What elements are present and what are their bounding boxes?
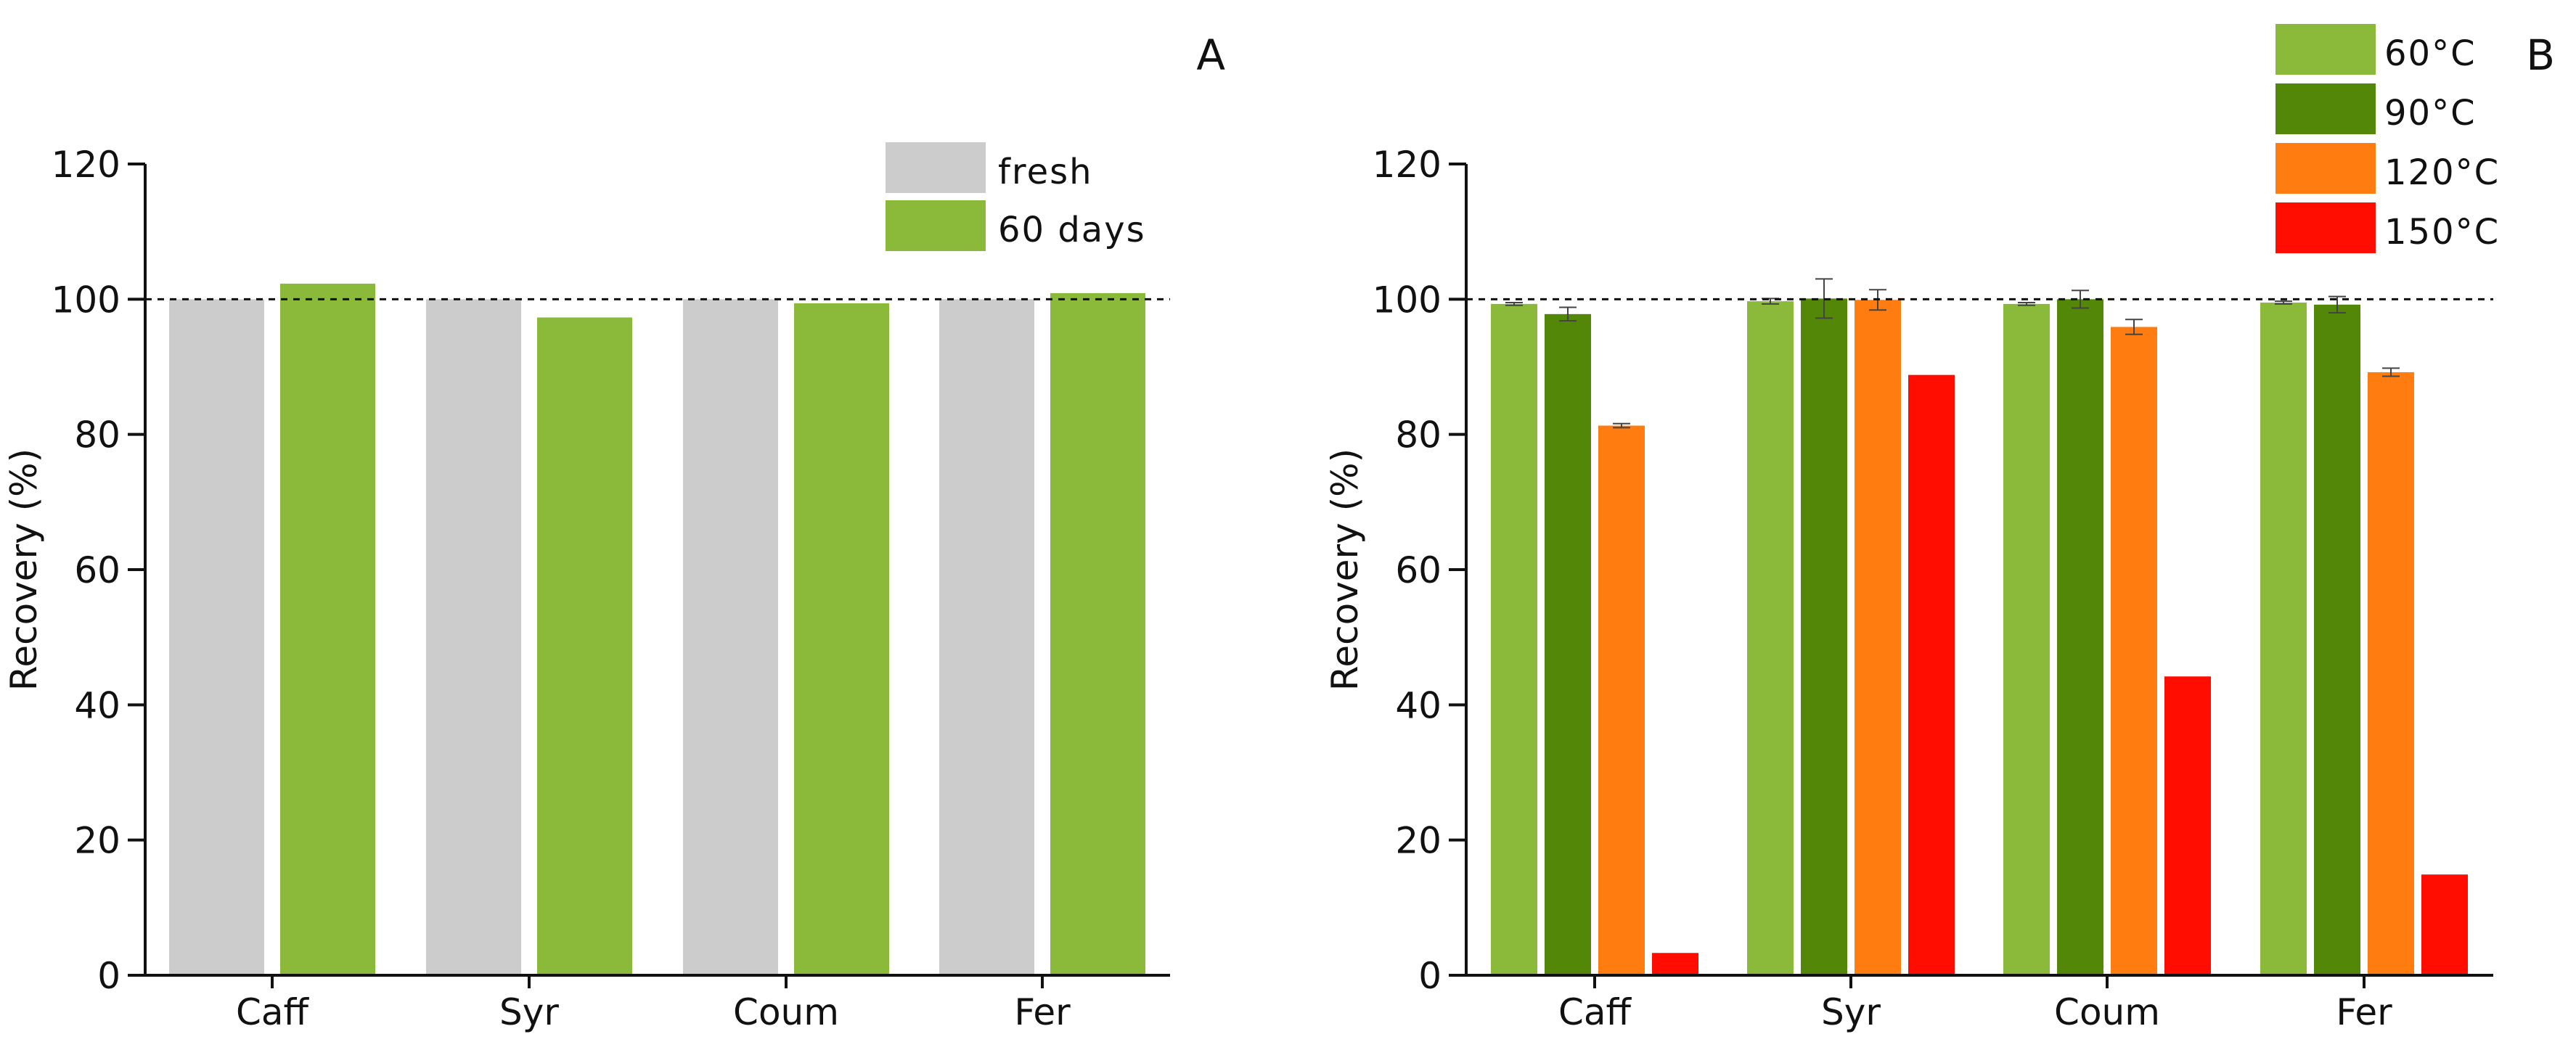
bar-syr-60c: [1747, 301, 1794, 976]
x-tick-label-coum: Coum: [733, 991, 839, 1033]
bar-caff-60days: [280, 283, 375, 975]
bar-caff-90c: [1545, 313, 1591, 976]
bar-syr-60days: [537, 317, 632, 975]
chart-panel-b: 0 20 40 60 80 100 120 Caff Syr Coum Fer Recovery (%…: [1324, 24, 2555, 1033]
legend-label: 60°C: [2384, 33, 2477, 74]
bar-caff-120c: [1598, 425, 1645, 975]
y-tick-label: 0: [97, 955, 120, 997]
chart-panel-a: 0 20 40 60 80 100 120 Caff Syr Coum Fer Recovery (%…: [3, 30, 1225, 1033]
legend-label: 60 days: [998, 210, 1146, 250]
bar-fer-60days: [1050, 292, 1145, 975]
panel-label: A: [1196, 30, 1225, 80]
legend-label: 150°C: [2384, 212, 2500, 253]
bar-coum-60c: [2003, 303, 2050, 976]
legend-swatch: [886, 200, 986, 251]
bar-fer-60c: [2260, 302, 2307, 975]
legend-swatch: [2276, 83, 2376, 134]
y-tick-label: 60: [74, 549, 120, 591]
y-tick-label: 20: [74, 820, 120, 862]
bar-caff-60c: [1491, 303, 1537, 976]
legend-label: fresh: [998, 152, 1093, 192]
bar-fer-fresh: [939, 299, 1034, 975]
x-tick-label-caff: Caff: [236, 991, 310, 1033]
bar-fer-120c: [2368, 372, 2414, 975]
bar-caff-150c: [1652, 953, 1698, 975]
y-tick-label: 80: [1395, 414, 1442, 456]
x-tick-label-fer: Fer: [2336, 991, 2392, 1033]
y-axis-label: Recovery (%): [1324, 448, 1366, 691]
y-tick-label: 100: [1373, 279, 1442, 321]
bar-syr-fresh: [426, 299, 521, 975]
bar-syr-150c: [1908, 374, 1955, 975]
bar-coum-60days: [794, 303, 889, 975]
legend-swatch: [2276, 143, 2376, 194]
y-tick-label: 120: [52, 144, 120, 186]
y-tick-label: 120: [1373, 144, 1442, 186]
x-tick-label-syr: Syr: [499, 991, 559, 1033]
bar-syr-90c: [1801, 298, 1847, 975]
y-tick-label: 40: [1395, 684, 1442, 726]
legend-label: 120°C: [2384, 152, 2500, 193]
y-tick-label: 80: [74, 414, 120, 456]
x-tick-label-caff: Caff: [1558, 991, 1632, 1033]
bar-fer-90c: [2314, 304, 2360, 976]
x-tick-label-coum: Coum: [2054, 991, 2160, 1033]
bar-coum-150c: [2164, 676, 2211, 975]
legend-label: 90°C: [2384, 93, 2477, 134]
bar-coum-90c: [2057, 299, 2103, 975]
y-tick-label: 0: [1418, 955, 1442, 997]
bar-syr-120c: [1855, 300, 1901, 975]
panel-label: B: [2526, 30, 2555, 80]
bar-coum-120c: [2111, 327, 2157, 975]
legend-swatch: [2276, 24, 2376, 75]
legend-swatch: [886, 142, 986, 193]
legend-swatch: [2276, 202, 2376, 253]
y-tick-label: 60: [1395, 549, 1442, 591]
y-axis-label: Recovery (%): [3, 448, 45, 691]
x-tick-label-fer: Fer: [1014, 991, 1071, 1033]
y-tick-label: 20: [1395, 820, 1442, 862]
y-tick-label: 100: [52, 279, 120, 321]
bar-coum-fresh: [683, 299, 778, 975]
x-tick-label-syr: Syr: [1821, 991, 1881, 1033]
bar-fer-150c: [2421, 874, 2468, 975]
y-tick-label: 40: [74, 684, 120, 726]
bar-caff-fresh: [169, 299, 264, 975]
